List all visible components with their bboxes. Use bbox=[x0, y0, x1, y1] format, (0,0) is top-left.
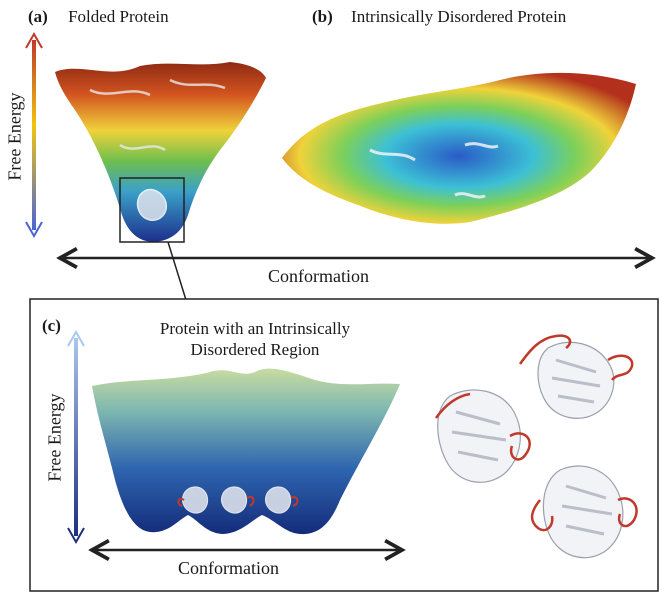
panel-a-label: (a) Folded Protein bbox=[28, 7, 169, 27]
y-axis-label-inset-wrap: Free Energy bbox=[5, 393, 105, 481]
x-axis-label-inset: Conformation bbox=[178, 558, 279, 578]
inset-landscape bbox=[92, 368, 400, 535]
zoom-box bbox=[119, 177, 185, 243]
panel-c-letter: (c) bbox=[42, 316, 61, 335]
panel-c-title: Protein with an Intrinsically Disordered… bbox=[120, 318, 390, 360]
x-axis-label-top: Conformation bbox=[268, 266, 369, 286]
protein-structure-top bbox=[518, 334, 634, 419]
panel-b-letter: (b) bbox=[312, 7, 333, 26]
protein-structure-left bbox=[434, 389, 531, 483]
y-axis-label-inset: Free Energy bbox=[44, 393, 65, 482]
panel-b-label: (b) Intrinsically Disordered Protein bbox=[312, 7, 566, 27]
inset-well-proteins bbox=[181, 486, 292, 514]
panel-c-title-line2: Disordered Region bbox=[190, 340, 320, 359]
folded-protein-funnel bbox=[55, 62, 266, 243]
protein-structure-bottom bbox=[530, 465, 638, 559]
panel-a-letter: (a) bbox=[28, 7, 48, 26]
panel-b-title: Intrinsically Disordered Protein bbox=[351, 7, 567, 26]
disordered-landscape bbox=[282, 72, 636, 224]
energy-axis-inset bbox=[67, 329, 85, 545]
panel-a-title: Folded Protein bbox=[68, 7, 169, 26]
zoom-connector bbox=[167, 241, 187, 301]
panel-c-letter-wrap: (c) bbox=[42, 316, 61, 336]
y-axis-label-top: Free Energy bbox=[4, 92, 25, 181]
y-axis-label-top-wrap: Free Energy bbox=[0, 92, 65, 180]
energy-axis-top bbox=[25, 31, 43, 239]
panel-c-title-line1: Protein with an Intrinsically bbox=[159, 319, 351, 338]
